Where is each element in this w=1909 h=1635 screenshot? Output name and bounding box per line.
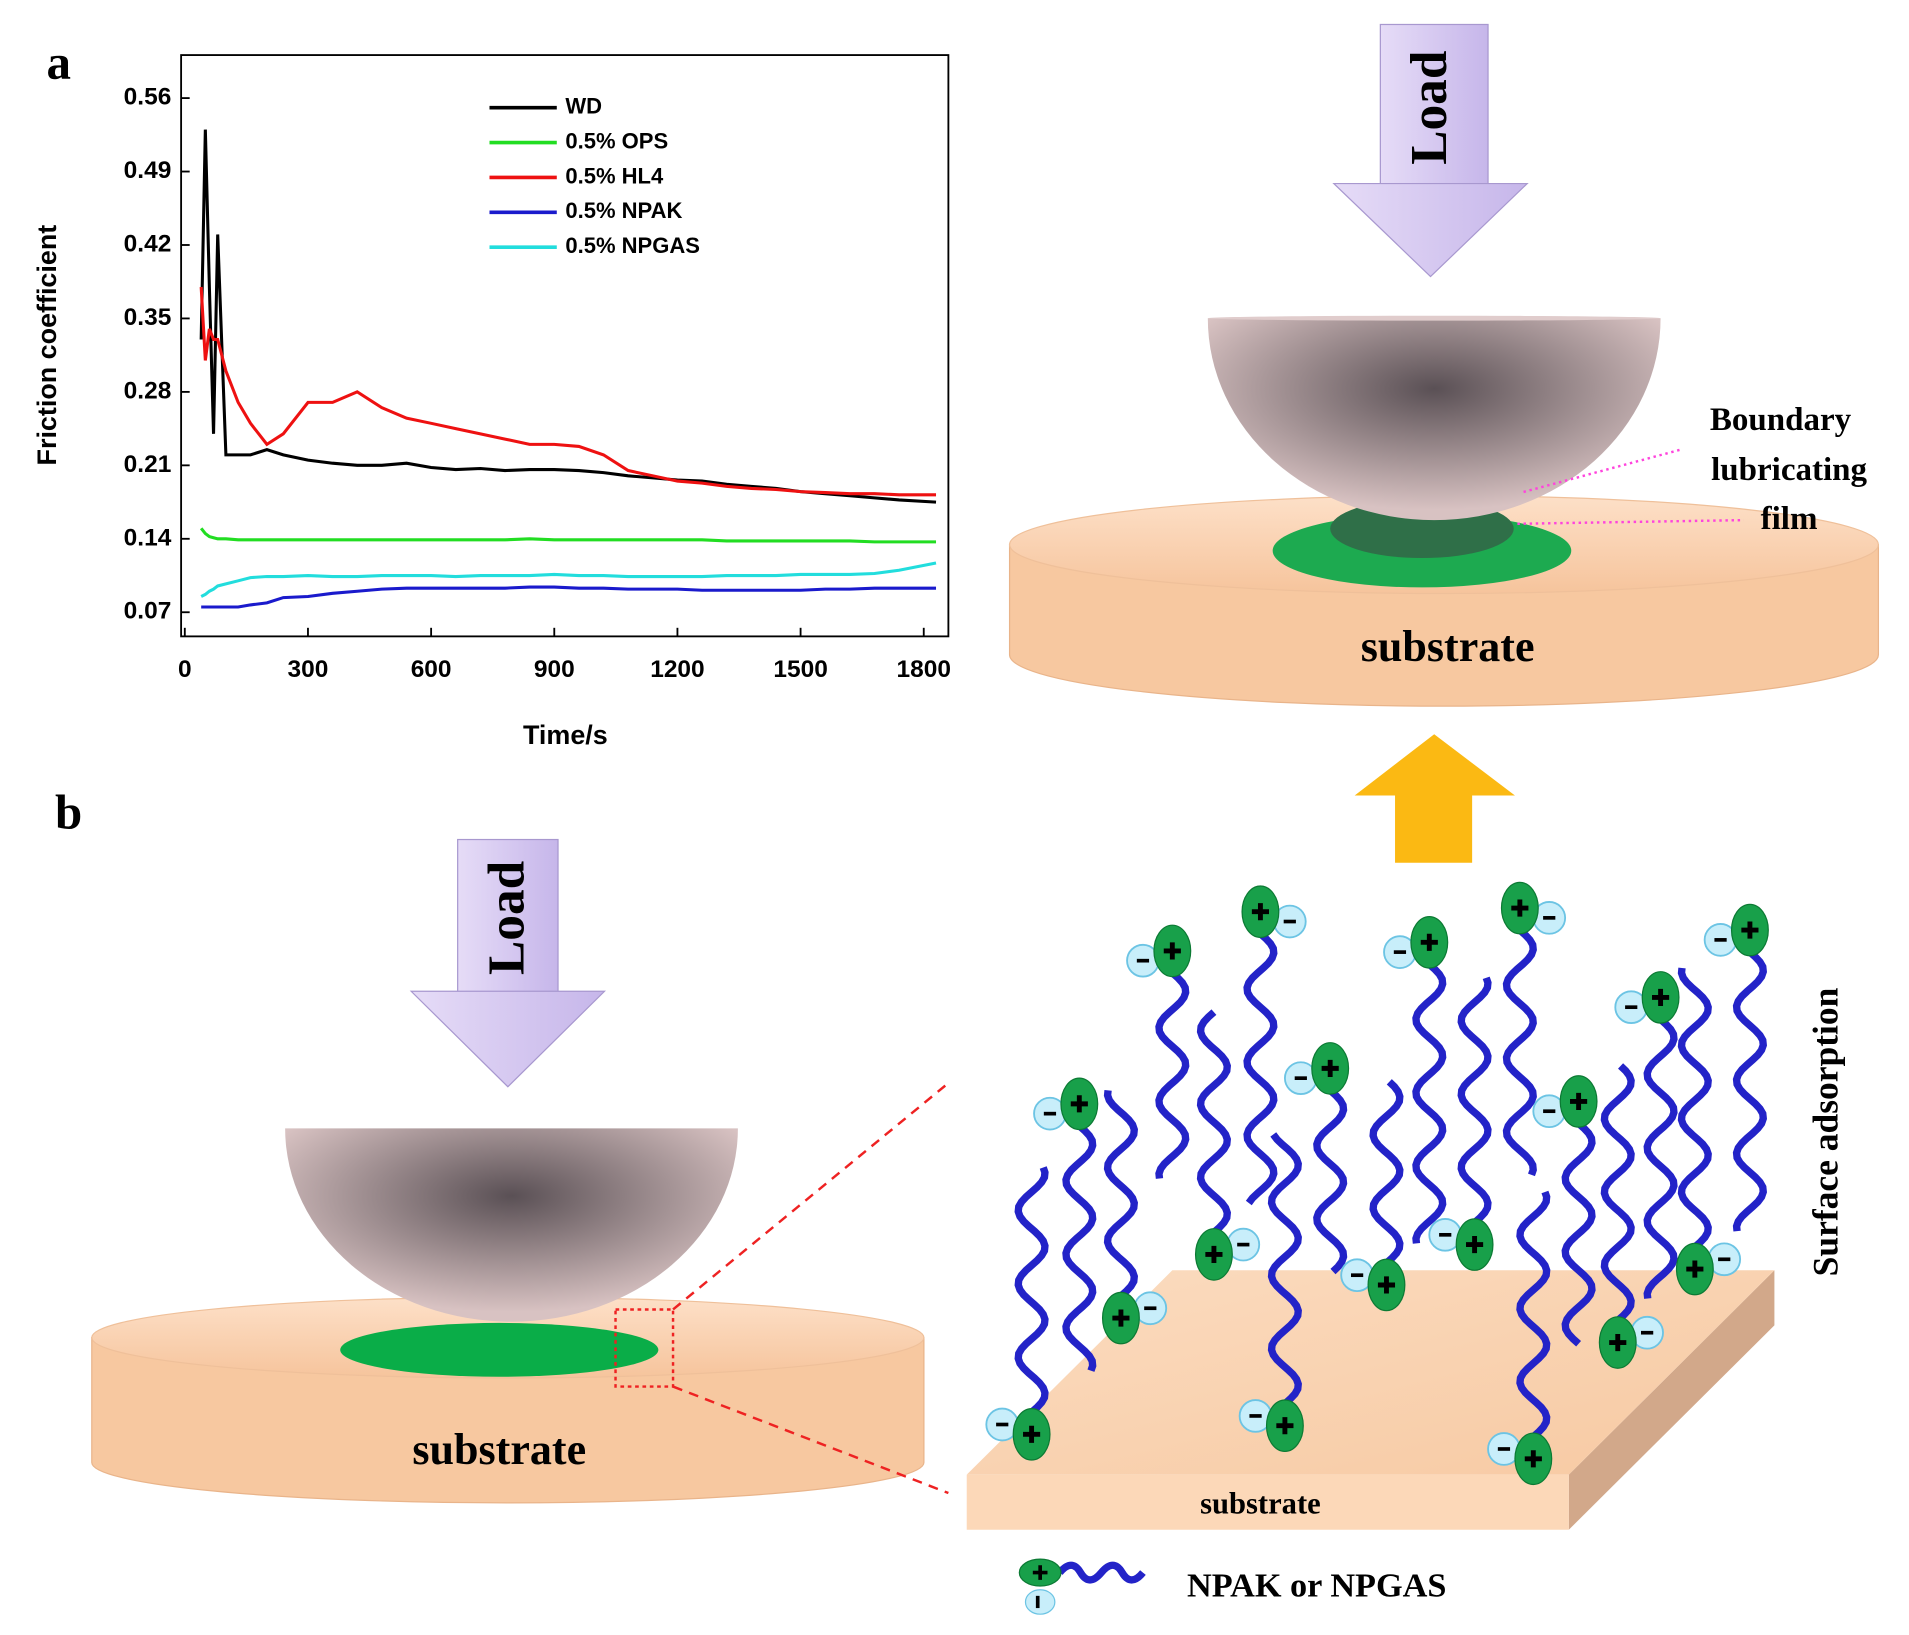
- legend-label: 0.5% HL4: [565, 163, 664, 188]
- series-line: [201, 585, 937, 609]
- ball: [1207, 318, 1661, 521]
- substrate-label: substrate: [1361, 622, 1535, 671]
- x-tick-label: 1200: [650, 656, 704, 683]
- y-tick-label: 0.28: [124, 377, 172, 404]
- side-label: Surface adsorption: [1806, 987, 1846, 1276]
- load-arrow-head: [1332, 182, 1529, 278]
- slab-label: substrate: [1200, 1487, 1321, 1521]
- plus: [1321, 1059, 1339, 1077]
- load-label: Load: [1401, 51, 1458, 165]
- load-arrow: [457, 838, 559, 995]
- ion: [1024, 1589, 1056, 1615]
- plus: [1570, 1092, 1588, 1110]
- molecules: [985, 881, 1769, 1615]
- tail: [1196, 1009, 1232, 1236]
- plus: [1032, 1565, 1048, 1580]
- tail: [1677, 967, 1712, 1250]
- load-label: Load: [478, 861, 535, 975]
- plus: [1511, 899, 1529, 917]
- panel-label: a: [47, 35, 71, 90]
- y-tick-label: 0.35: [124, 304, 172, 331]
- diagram: [91, 23, 1880, 1530]
- plot-frame: [180, 54, 950, 638]
- plus: [1524, 1450, 1542, 1468]
- x-tick-label: 0: [178, 656, 192, 683]
- tail: [1103, 1090, 1138, 1299]
- load-arrow-head: [409, 990, 607, 1088]
- plus: [1070, 1095, 1088, 1113]
- y-tick-label: 0.56: [124, 84, 172, 111]
- y-tick-label: 0.07: [124, 598, 172, 625]
- plus: [1741, 921, 1759, 939]
- slab-front: [966, 1474, 1569, 1530]
- x-tick-label: 1800: [897, 656, 951, 683]
- legend-label: 0.5% NPAK: [565, 198, 682, 223]
- tail: [1600, 1063, 1635, 1324]
- tail: [1313, 1087, 1348, 1275]
- plus: [1023, 1425, 1041, 1443]
- disk-side: [91, 1337, 925, 1504]
- x-tick-label: 600: [411, 656, 452, 683]
- tail: [1267, 1132, 1302, 1407]
- plus: [1112, 1309, 1130, 1327]
- y-axis-label: Friction coefficient: [32, 225, 62, 466]
- pointer: [1517, 518, 1744, 526]
- ball: [285, 1128, 738, 1322]
- film-label: lubricating: [1711, 452, 1867, 488]
- series-line: [199, 286, 937, 497]
- x-tick-label: 1500: [773, 656, 827, 683]
- y-tick-label: 0.42: [124, 230, 172, 257]
- y-tick-label: 0.21: [124, 451, 172, 478]
- slab-top: [966, 1270, 1775, 1475]
- substrate-label: substrate: [412, 1425, 586, 1474]
- series-line: [200, 561, 937, 598]
- legend-label: WD: [565, 94, 602, 119]
- tail: [1014, 1166, 1049, 1416]
- tail: [1155, 970, 1190, 1179]
- tail: [1502, 927, 1537, 1177]
- tail: [1369, 1079, 1404, 1266]
- tail: [1561, 1120, 1596, 1347]
- tail: [1732, 949, 1767, 1232]
- zoom-line: [672, 1385, 949, 1495]
- film-label: Boundary: [1710, 402, 1852, 438]
- up-arrow: [1354, 734, 1515, 863]
- zoom-line: [672, 1082, 950, 1311]
- zoom-box: [614, 1308, 675, 1388]
- legend-label: 0.5% OPS: [565, 128, 668, 153]
- plus: [1609, 1333, 1627, 1352]
- series-line: [199, 527, 937, 544]
- chart: Friction coefficient Time/s 0.07 0.14 0.21…: [32, 54, 951, 750]
- plus: [1420, 933, 1438, 951]
- x-tick-label: 900: [534, 656, 575, 683]
- film-label: film: [1761, 501, 1818, 537]
- plus: [1276, 1417, 1294, 1435]
- plus: [1466, 1236, 1484, 1254]
- x-tick-label: 300: [288, 656, 329, 683]
- plus: [1652, 988, 1670, 1006]
- load-arrow: [1379, 23, 1489, 187]
- y-tick-label: 0.14: [124, 524, 172, 551]
- film: [340, 1322, 659, 1377]
- tail: [1457, 976, 1492, 1226]
- ball-rim: [1207, 315, 1661, 321]
- panel-label: b: [55, 785, 82, 840]
- plus: [1686, 1260, 1704, 1278]
- tail: [1062, 1123, 1097, 1372]
- x-axis-label: Time/s: [523, 720, 608, 750]
- molecule-legend: NPAK or NPGAS: [1187, 1566, 1446, 1604]
- plus: [1251, 903, 1269, 921]
- y-tick-label: 0.49: [124, 157, 172, 184]
- slab-side: [1568, 1270, 1775, 1530]
- plus: [1205, 1245, 1223, 1263]
- tail: [1643, 1016, 1678, 1299]
- plus: [1377, 1276, 1396, 1294]
- tail: [1516, 1190, 1551, 1440]
- tail: [1412, 961, 1447, 1244]
- tail: [1056, 1561, 1146, 1584]
- plus: [1163, 942, 1181, 960]
- legend-label: 0.5% NPGAS: [565, 233, 700, 258]
- tail: [1243, 931, 1278, 1206]
